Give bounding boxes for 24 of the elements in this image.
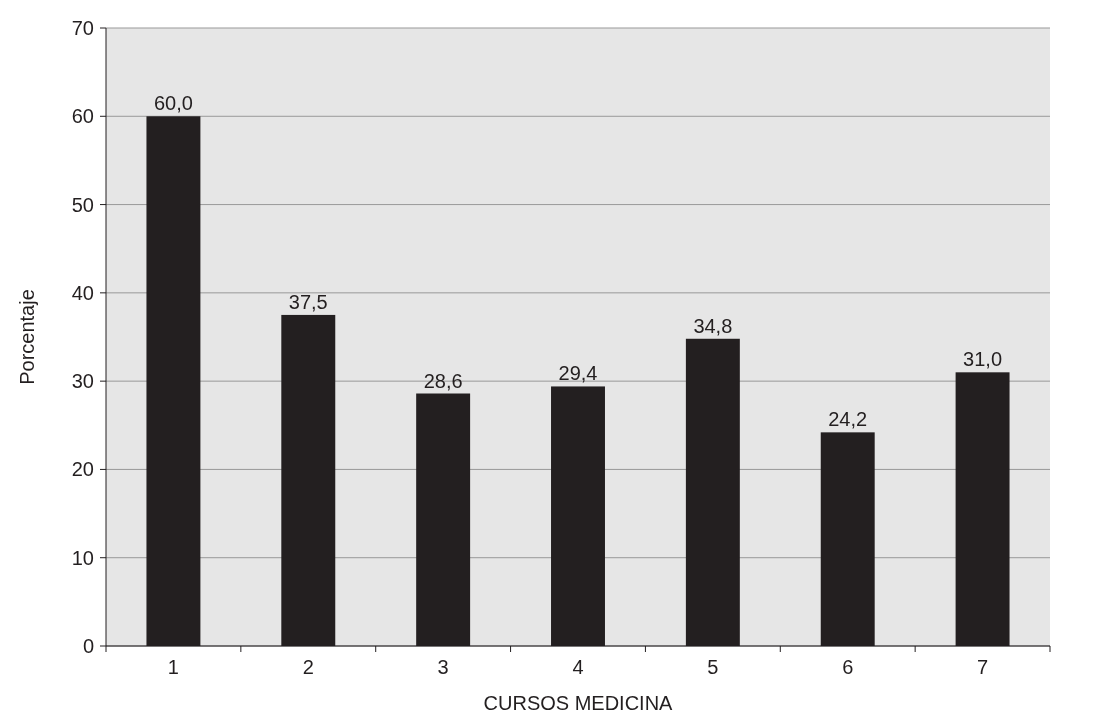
y-tick-label: 70 [71,17,94,39]
y-tick-label: 30 [71,370,94,393]
x-tick-label: 6 [842,656,854,678]
x-tick-label: 3 [437,656,449,678]
y-tick-label: 10 [71,546,94,569]
x-tick-label: 7 [977,656,989,678]
data-label: 34,8 [693,314,733,337]
x-axis-title: CURSOS MEDICINA [483,692,674,714]
y-tick-label: 60 [71,105,94,128]
data-label: 29,4 [558,362,598,385]
x-tick-label: 1 [167,656,179,678]
x-tick-label: 4 [572,656,584,678]
y-axis-title: Porcentaje [16,289,38,385]
x-tick-label: 5 [707,656,719,678]
y-tick-label: 20 [71,458,94,481]
y-tick-label: 0 [82,635,94,657]
y-tick-label: 40 [71,281,94,304]
data-label: 24,2 [828,408,868,431]
data-label: 60,0 [153,92,193,115]
data-label: 31,0 [963,348,1003,371]
data-label: 37,5 [288,290,328,313]
y-tick-label: 50 [71,193,94,216]
x-tick-label: 2 [302,656,314,678]
data-label: 28,6 [423,369,463,392]
